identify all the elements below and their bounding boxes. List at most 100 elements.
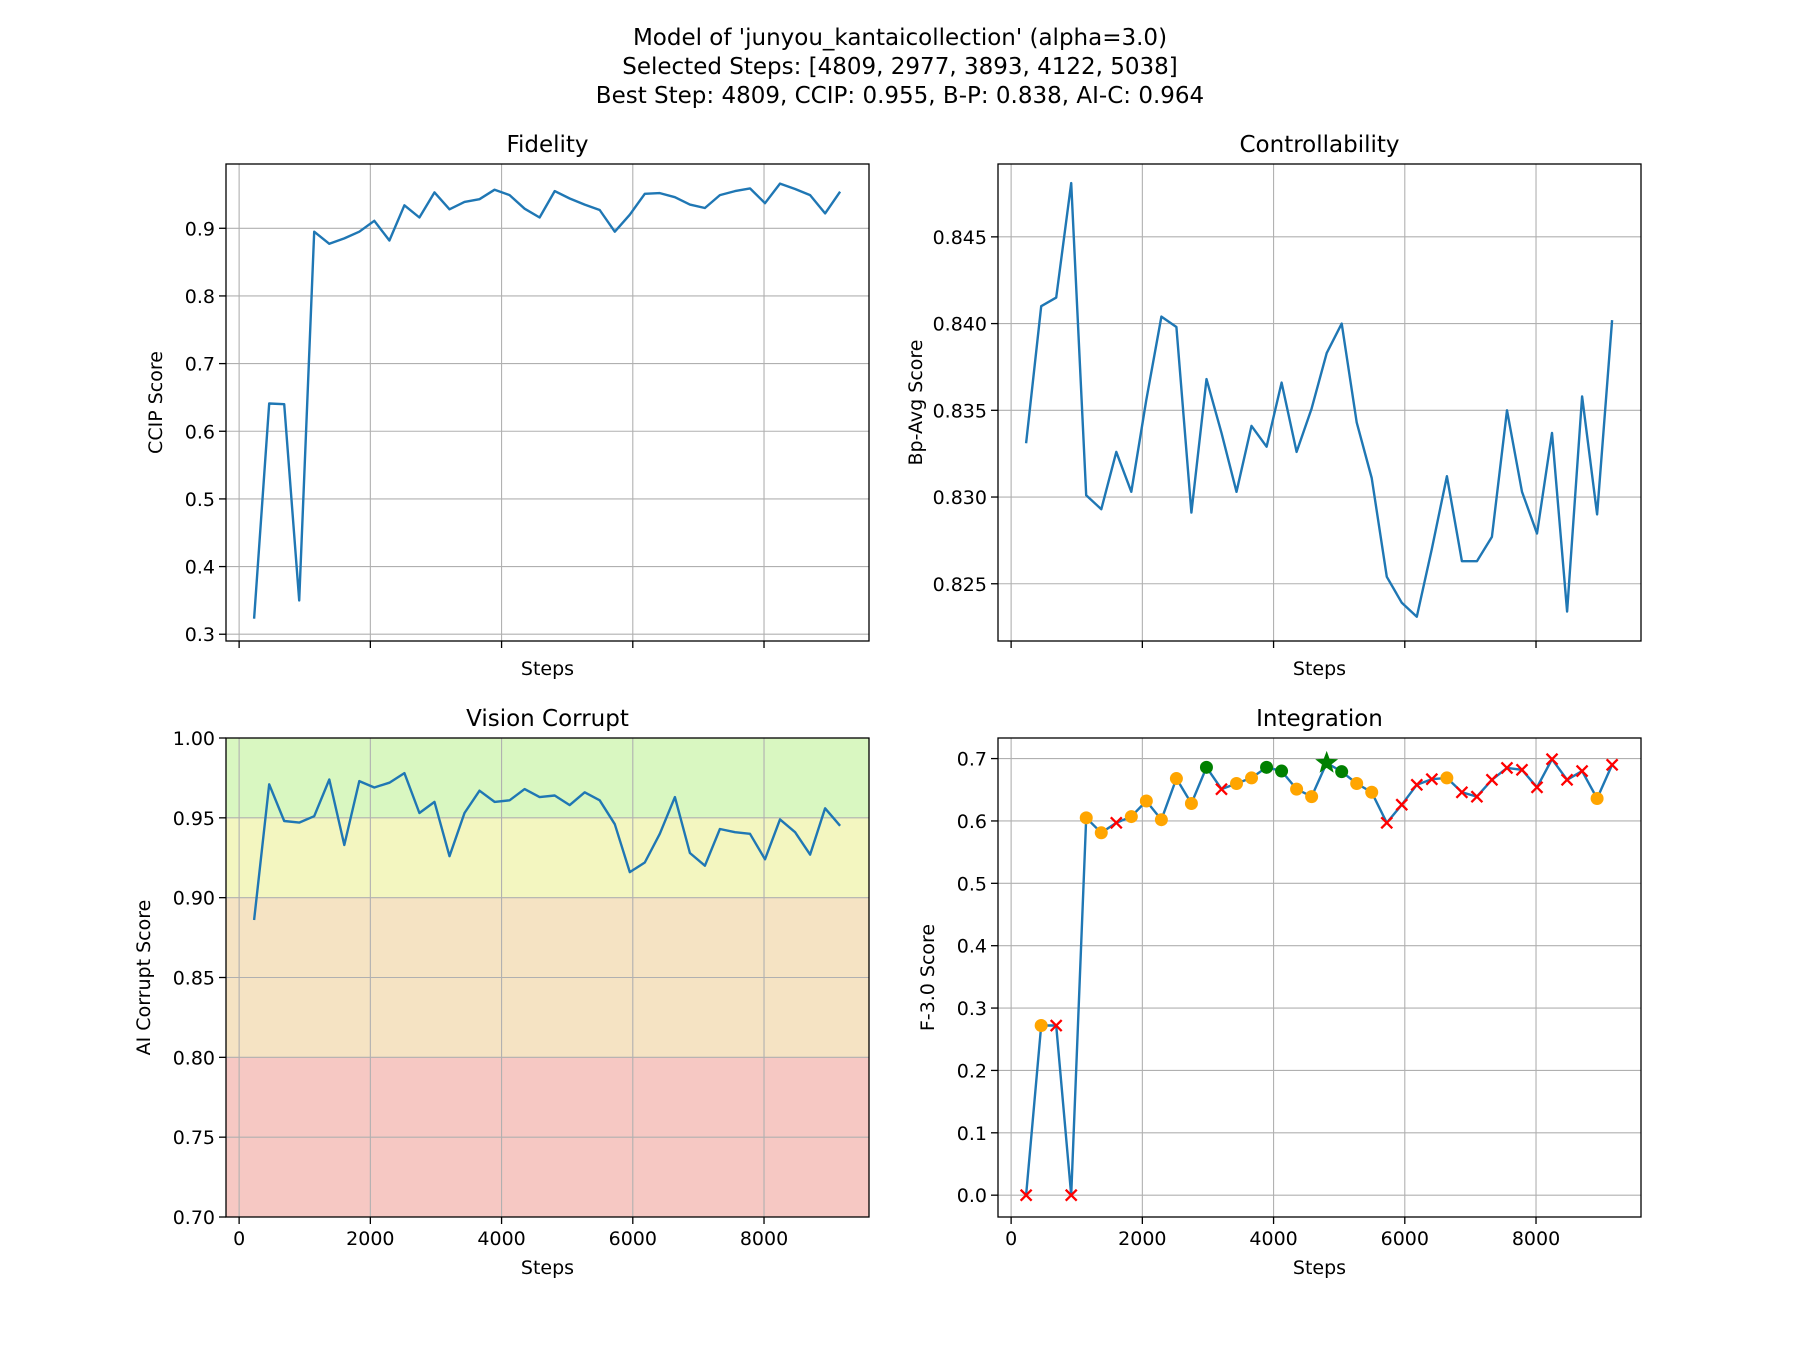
y-axis-label: CCIP Score <box>145 351 167 454</box>
x-point-marker <box>1019 1188 1033 1202</box>
selected-step-marker <box>1335 765 1349 779</box>
x-point-marker <box>1395 798 1409 812</box>
x-tick-label: 0 <box>233 1228 245 1250</box>
orange-point-marker <box>1590 791 1604 805</box>
y-tick-label: 0.4 <box>957 936 987 958</box>
axes-frame <box>997 163 1642 642</box>
y-tick-label: 0.90 <box>173 888 215 910</box>
y-tick-label: 0.840 <box>933 314 987 336</box>
orange-point-marker <box>1365 785 1379 799</box>
y-tick-label: 0.9 <box>185 218 215 240</box>
y-tick-label: 0.830 <box>933 487 987 509</box>
y-tick-label: 0.80 <box>173 1047 215 1069</box>
subplot-controllability: 0.825 0.830 0.835 0.840 0.845 Controllability… <box>905 132 1642 680</box>
subplot-title: Integration <box>1256 706 1383 732</box>
orange-point-marker <box>1139 794 1153 808</box>
y-tick-label: 0.4 <box>185 557 215 579</box>
y-tick-label: 0.7 <box>185 354 215 376</box>
orange-point-marker <box>1154 813 1168 827</box>
y-tick-label: 0.1 <box>957 1123 987 1145</box>
x-tick-label: 4000 <box>1249 1228 1297 1250</box>
subplot-fidelity: 0.3 0.4 0.5 0.6 0.7 0.8 0.9 Fidelity Steps CCIP S… <box>145 132 870 680</box>
orange-point-marker <box>1350 777 1364 791</box>
y-tick-label: 0.845 <box>933 227 987 249</box>
x-point-marker <box>1380 816 1394 830</box>
orange-point-marker <box>1094 826 1108 840</box>
x-axis-label: Steps <box>521 1257 574 1279</box>
x-tick-label: 2000 <box>346 1228 394 1250</box>
x-point-marker <box>1109 816 1123 830</box>
y-tick-label: 0.75 <box>173 1127 215 1149</box>
x-tick-label: 6000 <box>1381 1228 1429 1250</box>
subplots: 0.3 0.4 0.5 0.6 0.7 0.8 0.9 Fidelity Steps CCIP S… <box>133 132 1642 1279</box>
series-line <box>252 771 842 921</box>
orange-point-marker <box>1230 777 1244 791</box>
y-tick-label: 0.6 <box>957 811 987 833</box>
selected-step-marker <box>1275 764 1289 778</box>
x-axis-label: Steps <box>1293 1257 1346 1279</box>
x-tick-label: 8000 <box>740 1228 788 1250</box>
y-tick-label: 0.85 <box>173 968 215 990</box>
y-tick-label: 1.00 <box>173 728 215 750</box>
x-axis-label: Steps <box>521 658 574 680</box>
x-point-marker <box>1455 785 1469 799</box>
x-point-marker <box>1500 761 1514 775</box>
best-step-star-marker <box>1315 750 1339 773</box>
y-tick-label: 0.70 <box>173 1207 215 1229</box>
orange-point-marker <box>1169 772 1183 786</box>
y-tick-label: 0.5 <box>957 873 987 895</box>
x-tick-label: 2000 <box>1118 1228 1166 1250</box>
axes-frame <box>225 163 870 642</box>
orange-point-marker <box>1079 811 1093 825</box>
orange-point-marker <box>1124 810 1138 824</box>
y-tick-label: 0.3 <box>957 998 987 1020</box>
y-tick-label: 0.8 <box>185 286 215 308</box>
y-axis-label: F-3.0 Score <box>917 924 939 1031</box>
x-point-marker <box>1530 780 1544 794</box>
subplot-title: Controllability <box>1239 132 1399 158</box>
subplot-integration: 0 2000 4000 6000 8000 0.0 0.1 0.2 0.3 0.4 0.5 0.6 0.… <box>917 706 1642 1279</box>
x-point-marker <box>1425 772 1439 786</box>
y-tick-label: 0.95 <box>173 808 215 830</box>
y-tick-label: 0.835 <box>933 400 987 422</box>
series-line <box>1024 181 1614 618</box>
selected-step-marker <box>1199 760 1213 774</box>
orange-point-marker <box>1245 771 1259 785</box>
x-point-marker <box>1575 764 1589 778</box>
x-point-marker <box>1049 1019 1063 1032</box>
orange-point-marker <box>1440 771 1454 785</box>
y-tick-label: 0.0 <box>957 1185 987 1207</box>
y-tick-label: 0.825 <box>933 574 987 596</box>
series-line <box>1024 758 1614 1197</box>
series-line <box>252 182 842 619</box>
subplot-title: Fidelity <box>506 132 588 158</box>
x-point-marker <box>1410 778 1424 792</box>
x-tick-label: 0 <box>1005 1228 1017 1250</box>
y-tick-label: 0.7 <box>957 749 987 771</box>
y-tick-label: 0.5 <box>185 489 215 511</box>
score-band-1 <box>226 817 869 898</box>
orange-point-marker <box>1290 782 1304 796</box>
subplot-title: Vision Corrupt <box>466 706 629 732</box>
y-tick-label: 0.6 <box>185 421 215 443</box>
figure-title-line-2: Selected Steps: [4809, 2977, 3893, 4122,… <box>622 54 1178 80</box>
y-tick-label: 0.2 <box>957 1060 987 1082</box>
x-point-marker <box>1215 782 1228 796</box>
figure-title-line-1: Model of 'junyou_kantaicollection' (alph… <box>633 25 1167 51</box>
x-point-marker <box>1560 773 1574 787</box>
y-axis-label: Bp-Avg Score <box>905 340 927 466</box>
y-axis-label: AI Corrupt Score <box>133 900 155 1056</box>
x-tick-label: 4000 <box>477 1228 525 1250</box>
x-point-marker <box>1545 752 1559 766</box>
orange-point-marker <box>1305 790 1319 804</box>
figure-title-line-3: Best Step: 4809, CCIP: 0.955, B-P: 0.838… <box>596 83 1204 109</box>
x-axis-label: Steps <box>1293 658 1346 680</box>
orange-point-marker <box>1034 1019 1048 1033</box>
x-point-marker <box>1470 790 1484 803</box>
x-tick-label: 6000 <box>609 1228 657 1250</box>
orange-point-marker <box>1184 796 1198 810</box>
x-point-marker <box>1485 773 1499 787</box>
x-point-marker <box>1064 1188 1078 1202</box>
x-tick-label: 8000 <box>1512 1228 1560 1250</box>
axes-frame <box>997 737 1642 1218</box>
